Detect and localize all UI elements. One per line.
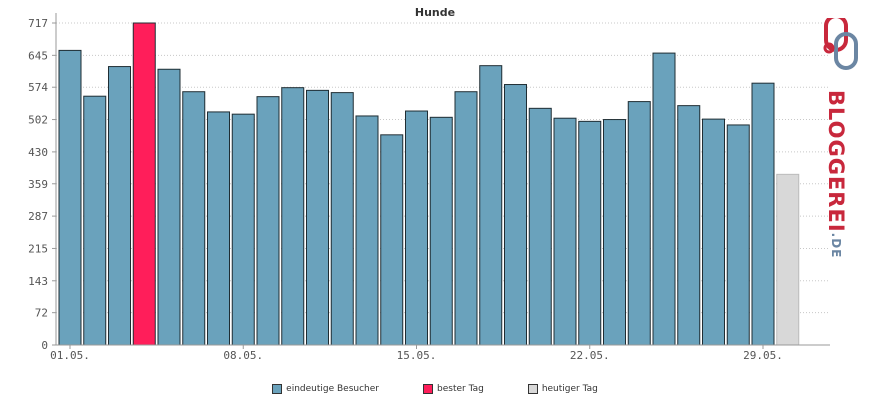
logo-suffix-text: .DE (829, 232, 843, 259)
visitor-bar (627, 101, 651, 346)
y-tick-label: 717 (28, 17, 48, 30)
y-tick-label: 645 (28, 49, 48, 62)
y-tick-label: 287 (28, 210, 48, 223)
y-tick-label: 359 (28, 178, 48, 191)
legend-item-today: heutiger Tag (527, 384, 598, 394)
legend-label-best-day: bester Tag (437, 384, 484, 394)
y-tick-labels: 0 72 143 215 287 359 430 502 574 645 717 (28, 17, 48, 352)
legend-item-best-day: bester Tag (423, 384, 484, 394)
legend: eindeutige Besucher bester Tag heutiger … (0, 384, 870, 394)
y-tick-label: 430 (28, 146, 48, 159)
legend-item-visitors: eindeutige Besucher (272, 384, 379, 394)
visitor-bar (677, 105, 701, 346)
visitor-bar (380, 134, 404, 346)
x-tick-label: 29.05. (743, 349, 783, 362)
visitor-bar (652, 52, 676, 346)
x-tick-label: 22.05. (570, 349, 610, 362)
y-tick-label: 502 (28, 114, 48, 127)
today-bar (776, 173, 800, 346)
y-tick-label: 574 (28, 81, 48, 94)
best-day-bar (132, 22, 156, 346)
visitor-bar (231, 113, 255, 346)
visitor-bar (751, 82, 775, 346)
visitor-bar (553, 117, 577, 346)
logo-brand-text: BLOGGEREI (824, 90, 848, 233)
y-tick-label: 143 (28, 275, 48, 288)
x-tick-labels: 01.05. 08.05. 15.05. 22.05. 29.05. (50, 349, 783, 362)
chart-title: Hunde (415, 6, 455, 19)
legend-swatch-best-day (423, 384, 433, 394)
legend-swatch-visitors (272, 384, 283, 394)
visitor-bar (603, 119, 626, 346)
visitor-bar (726, 124, 750, 346)
logo-wordmark: BLOGGEREI.DE (824, 90, 848, 258)
y-tick-label: 0 (41, 339, 48, 352)
visitor-bar (207, 111, 230, 346)
logo-icon (823, 14, 858, 70)
x-tick-label: 08.05. (223, 349, 263, 362)
visitor-bar (58, 49, 82, 346)
visitor-bar (83, 95, 107, 346)
legend-swatch-today (527, 384, 538, 394)
bars (58, 22, 800, 346)
legend-label-visitors: eindeutige Besucher (286, 384, 379, 394)
visitor-bar (528, 107, 552, 346)
visitor-bar (355, 115, 379, 346)
visitor-bar (504, 84, 527, 346)
x-tick-label: 01.05. (50, 349, 90, 362)
visitor-bar (454, 91, 478, 346)
visitor-bar (578, 120, 602, 346)
visitor-bar (429, 116, 453, 346)
visitor-bar (256, 96, 280, 346)
visitor-bar (281, 87, 305, 346)
visitor-bar (405, 110, 428, 346)
visitor-bar (108, 66, 131, 346)
axes (52, 13, 830, 349)
y-tick-label: 72 (35, 307, 48, 320)
visitor-bar (182, 91, 206, 346)
bloggerei-logo: BLOGGEREI.DE (812, 14, 870, 258)
legend-label-today: heutiger Tag (541, 384, 598, 394)
visitor-bar (157, 68, 181, 346)
visitor-bar (702, 118, 725, 346)
visitor-bar (306, 89, 329, 346)
visitor-bar (479, 65, 503, 346)
visitor-bar (330, 92, 354, 346)
x-tick-label: 15.05. (397, 349, 437, 362)
y-tick-label: 215 (28, 242, 48, 255)
